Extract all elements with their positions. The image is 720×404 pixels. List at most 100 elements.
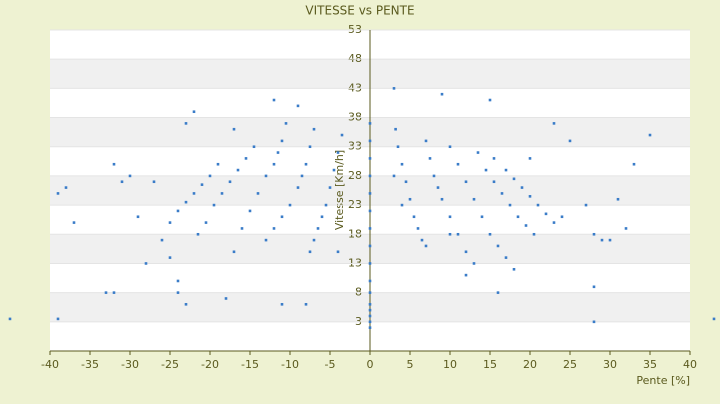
point bbox=[264, 174, 268, 178]
point bbox=[712, 317, 716, 321]
point bbox=[528, 157, 532, 160]
point bbox=[200, 183, 204, 186]
point bbox=[296, 186, 300, 189]
point bbox=[176, 291, 180, 294]
point bbox=[128, 174, 132, 178]
x-tick-label: 25 bbox=[563, 358, 577, 371]
point bbox=[568, 139, 572, 143]
point bbox=[492, 157, 496, 160]
point bbox=[448, 215, 452, 219]
point bbox=[324, 203, 328, 207]
point bbox=[272, 98, 276, 102]
point bbox=[428, 157, 432, 160]
point bbox=[136, 215, 140, 219]
point bbox=[72, 221, 76, 224]
point bbox=[184, 303, 188, 306]
x-tick-label: 10 bbox=[443, 358, 457, 371]
point bbox=[272, 227, 276, 230]
point bbox=[176, 209, 180, 213]
point bbox=[436, 186, 440, 189]
point bbox=[528, 195, 532, 198]
point bbox=[368, 314, 372, 318]
x-tick-label: 30 bbox=[603, 358, 617, 371]
point bbox=[394, 127, 397, 131]
x-tick-label: -10 bbox=[281, 358, 299, 371]
point bbox=[592, 320, 596, 324]
point bbox=[480, 215, 484, 219]
point bbox=[192, 110, 196, 114]
point bbox=[392, 174, 396, 178]
point bbox=[484, 168, 488, 172]
point bbox=[448, 232, 452, 236]
point bbox=[440, 92, 444, 96]
point bbox=[220, 192, 224, 195]
point bbox=[392, 87, 396, 90]
point bbox=[520, 186, 524, 189]
point bbox=[616, 197, 620, 201]
point bbox=[56, 192, 60, 195]
point bbox=[472, 197, 476, 201]
point bbox=[56, 317, 60, 321]
point bbox=[304, 162, 308, 166]
point bbox=[112, 291, 116, 294]
point bbox=[488, 98, 492, 102]
point bbox=[368, 320, 372, 324]
x-tick-label: -25 bbox=[161, 358, 179, 371]
point bbox=[464, 273, 468, 277]
point bbox=[368, 209, 372, 213]
point bbox=[368, 192, 372, 195]
point bbox=[336, 250, 340, 254]
point bbox=[252, 145, 256, 149]
point bbox=[216, 162, 220, 166]
point bbox=[400, 162, 404, 166]
point bbox=[584, 203, 588, 207]
point bbox=[420, 238, 424, 242]
y-axis-label: Vitesse [Km/h] bbox=[333, 150, 346, 230]
x-tick-label: 5 bbox=[407, 358, 414, 371]
point bbox=[248, 209, 252, 213]
point bbox=[512, 267, 516, 271]
point bbox=[368, 262, 372, 265]
point bbox=[168, 221, 172, 224]
point bbox=[308, 145, 312, 149]
point bbox=[280, 215, 284, 219]
point bbox=[212, 203, 216, 207]
point bbox=[184, 200, 188, 204]
point bbox=[280, 139, 284, 143]
point bbox=[236, 168, 240, 172]
point bbox=[280, 303, 284, 306]
point bbox=[196, 232, 200, 236]
point bbox=[488, 232, 492, 236]
point bbox=[8, 317, 12, 321]
point bbox=[144, 262, 148, 265]
point bbox=[464, 180, 468, 184]
point bbox=[432, 174, 436, 178]
point bbox=[368, 139, 372, 143]
point bbox=[648, 133, 652, 137]
point bbox=[448, 145, 452, 149]
point bbox=[168, 256, 172, 259]
point bbox=[368, 308, 372, 312]
point bbox=[560, 215, 564, 219]
point bbox=[424, 139, 428, 143]
x-axis-label: Pente [%] bbox=[636, 374, 690, 387]
point bbox=[184, 122, 188, 125]
point bbox=[208, 174, 212, 178]
point bbox=[600, 238, 604, 242]
point bbox=[120, 180, 124, 184]
x-tick-label: -40 bbox=[41, 358, 59, 371]
x-tick-label: -5 bbox=[325, 358, 336, 371]
point bbox=[320, 215, 324, 219]
point bbox=[288, 203, 292, 207]
point bbox=[224, 297, 228, 300]
point bbox=[608, 238, 612, 242]
point bbox=[368, 157, 372, 160]
x-tick-label: -20 bbox=[201, 358, 219, 371]
point bbox=[152, 180, 156, 184]
point bbox=[228, 180, 232, 184]
point bbox=[368, 291, 372, 294]
point bbox=[204, 221, 208, 224]
x-tick-label: -30 bbox=[121, 358, 139, 371]
point bbox=[524, 224, 528, 227]
point bbox=[232, 127, 236, 131]
